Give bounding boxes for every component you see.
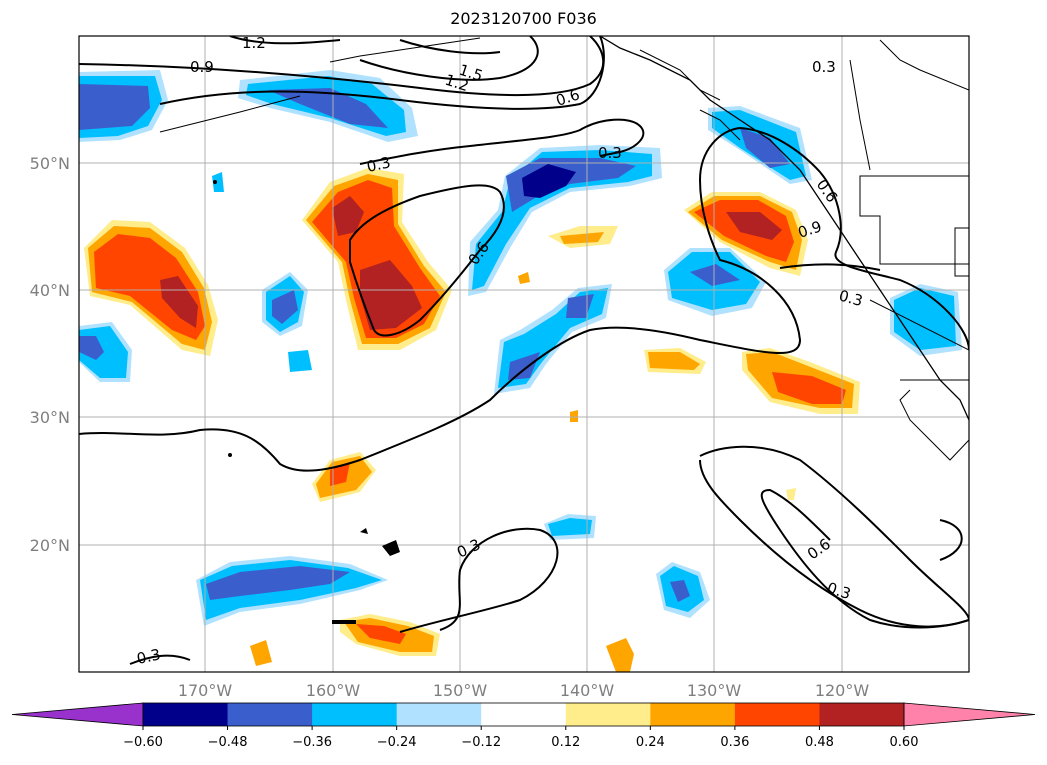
anomaly-region	[312, 452, 376, 502]
contour-label: 0.3	[598, 144, 622, 162]
anomaly-region	[544, 514, 596, 540]
island-layer	[213, 180, 400, 624]
longitude-labels: 170°W 160°W 150°W 140°W 130°W 120°W	[178, 681, 870, 700]
anomaly-region	[262, 272, 308, 336]
coastline-layer	[159, 36, 969, 461]
colorbar-tick-label: −0.60	[123, 735, 163, 750]
anomaly-region	[79, 322, 132, 382]
colorbar-cell	[396, 703, 482, 726]
anomaly-region	[196, 556, 388, 626]
colorbar-cell	[143, 703, 229, 726]
lat-label: 50°N	[30, 154, 70, 173]
colorbar-tick-label: 0.36	[720, 735, 749, 750]
contour-layer	[79, 36, 969, 665]
colorbar-cell	[481, 703, 567, 726]
colorbar-cell	[565, 703, 651, 726]
contour-label: 1.2	[242, 34, 266, 52]
lon-label: 160°W	[306, 681, 361, 700]
colorbar-tick-label: 0.12	[551, 735, 580, 750]
contour-label: 0.9	[190, 58, 214, 76]
anomaly-region	[288, 350, 312, 372]
anomaly-region	[250, 640, 272, 666]
colorbar: −0.60 −0.48 −0.36 −0.24 −0.12 0.12 0.24 0.36 0.4…	[11, 702, 1036, 750]
colorbar-tick-label: 0.48	[805, 735, 834, 750]
colorbar-cell	[650, 703, 736, 726]
anomaly-region	[494, 284, 612, 394]
lon-label: 130°W	[687, 681, 742, 700]
anomaly-region	[684, 192, 808, 276]
anomaly-region	[656, 562, 710, 618]
anomaly-region	[79, 70, 168, 142]
colorbar-tick-label: 0.24	[636, 735, 665, 750]
contour-label: 0.3	[825, 579, 853, 603]
lon-label: 150°W	[433, 681, 488, 700]
colorbar-extend-max	[903, 702, 1036, 727]
anomaly-region	[340, 614, 440, 656]
colorbar-cell	[312, 703, 398, 726]
contour-label: 0.3	[837, 286, 865, 310]
anomaly-region	[302, 168, 452, 350]
lat-label: 20°N	[30, 536, 70, 555]
map-frame	[78, 35, 970, 673]
anomaly-region	[708, 106, 812, 184]
lon-label: 120°W	[815, 681, 870, 700]
colorbar-tick-label: −0.12	[461, 735, 501, 750]
anomaly-region	[548, 226, 618, 248]
colorbar-cell	[227, 703, 313, 726]
anomaly-region	[786, 488, 796, 500]
lon-label: 170°W	[178, 681, 233, 700]
anomaly-region	[238, 70, 418, 142]
lat-label: 30°N	[30, 408, 70, 427]
colorbar-tick-label: −0.36	[292, 735, 332, 750]
anomaly-fill-layer	[79, 70, 962, 672]
contour-label: 0.3	[454, 535, 483, 561]
colorbar-tick-label: −0.48	[208, 735, 248, 750]
contour-label: 0.3	[365, 153, 392, 176]
lat-label: 40°N	[30, 281, 70, 300]
colorbar-cell	[734, 703, 820, 726]
anomaly-region	[606, 638, 634, 672]
lon-label: 140°W	[560, 681, 615, 700]
anomaly-region	[742, 348, 860, 414]
anomaly-region	[644, 348, 706, 374]
colorbar-cell	[819, 703, 905, 726]
colorbar-tick-label: 0.60	[890, 735, 919, 750]
contour-label: 0.3	[812, 58, 836, 76]
map-title: 2023120700 F036	[450, 9, 597, 28]
anomaly-region	[468, 145, 662, 296]
latitude-labels: 50°N 40°N 30°N 20°N	[30, 154, 70, 555]
anomaly-region	[84, 220, 218, 356]
anomaly-region	[664, 248, 766, 316]
contour-label: 0.3	[135, 645, 162, 668]
colorbar-tick-label: −0.24	[377, 735, 417, 750]
anomaly-region	[518, 272, 530, 284]
anomaly-region	[570, 410, 578, 422]
colorbar-frame	[142, 702, 905, 727]
colorbar-extend-min	[11, 702, 144, 727]
anomaly-region	[212, 172, 224, 192]
